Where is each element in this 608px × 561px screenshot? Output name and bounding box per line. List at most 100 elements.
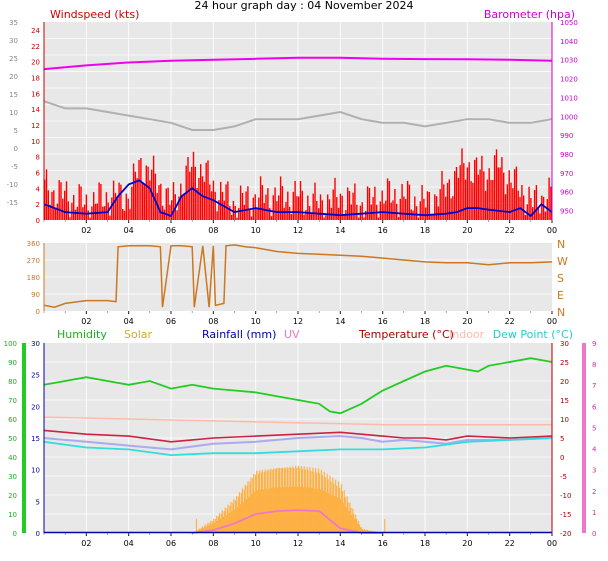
gust-bar: [116, 198, 118, 220]
solar-bar: [258, 470, 261, 533]
gust-bar: [74, 209, 77, 220]
solar-bar: [254, 491, 256, 533]
gust-bar: [285, 201, 287, 220]
gust-bar: [432, 214, 434, 220]
gust-bar: [263, 203, 265, 220]
x-tick-label: 08: [208, 317, 218, 326]
solar-bar: [358, 524, 361, 533]
gust-bar: [93, 192, 95, 220]
outer-tick-label: 25: [9, 55, 18, 63]
solar-bar: [232, 503, 234, 533]
solar-bar: [362, 530, 364, 533]
solar-bar: [219, 518, 222, 533]
gust-bar: [472, 182, 474, 220]
solar-bar: [354, 519, 356, 533]
temperature-line: [43, 429, 553, 443]
gust-bar: [247, 186, 249, 220]
gust-bar: [390, 202, 392, 220]
x-tick-label: 04: [124, 226, 134, 235]
solar-bar: [221, 510, 223, 533]
solar-tick-label: 30: [31, 340, 40, 348]
solar-bar: [296, 468, 298, 533]
gust-bar: [56, 203, 59, 220]
solar-bar: [321, 475, 323, 533]
uv-tick-label: 4: [592, 446, 597, 454]
windspeed-tick-label: 22: [31, 43, 40, 51]
gust-bar: [397, 217, 400, 220]
solar-bar: [214, 522, 216, 533]
gust-bar: [207, 160, 209, 220]
gust-bar: [521, 185, 523, 220]
gust-bar: [167, 187, 169, 220]
solar-bar: [310, 471, 312, 533]
solar-bar: [205, 526, 207, 533]
gust-bar: [312, 193, 314, 220]
gust-bar: [151, 169, 153, 220]
gust-bar: [109, 215, 111, 220]
uv-tick-label: 1: [592, 509, 596, 517]
gust-bar: [250, 216, 253, 220]
gust-bar: [83, 204, 86, 220]
gust-bar: [272, 195, 274, 220]
gust-bar: [501, 157, 503, 220]
solar-bar: [316, 472, 318, 533]
outer-tick-label: -5: [11, 163, 18, 171]
x-tick-label: 18: [420, 539, 430, 548]
solar-bar: [284, 467, 286, 533]
solar-bar: [265, 488, 267, 533]
gust-bar: [292, 191, 294, 220]
page-title: 24 hour graph day : 04 November 2024: [194, 0, 413, 12]
gust-bar: [504, 194, 507, 220]
solar-bar: [206, 524, 208, 533]
gust-bar: [503, 172, 505, 220]
gust-bar: [430, 214, 432, 220]
gust-bar: [365, 211, 367, 220]
solar-bar: [341, 491, 343, 533]
gust-bar: [276, 201, 278, 220]
solar-bar: [364, 529, 366, 533]
solar-bar: [335, 479, 337, 533]
gust-bar: [437, 206, 440, 220]
solar-bar: [343, 490, 345, 533]
humidity-tick-label: 50: [8, 435, 17, 443]
gust-bar: [425, 207, 427, 220]
gust-bar: [434, 194, 436, 220]
humidity-tick-label: 90: [8, 359, 17, 367]
gust-bar: [236, 217, 238, 220]
uv-tick-label: 2: [592, 488, 596, 496]
gust-bar: [180, 183, 182, 220]
wind-direction-line: [43, 244, 553, 308]
gust-bar: [417, 217, 420, 220]
gust-bar: [356, 204, 358, 220]
indoor-label: Indoor: [449, 328, 485, 341]
gust-bar: [372, 197, 374, 220]
gust-bar: [423, 198, 425, 220]
gust-bar: [58, 180, 60, 220]
barometer-tick-label: 1030: [560, 57, 578, 65]
solar-bar: [336, 485, 338, 533]
dew-point-line: [43, 437, 553, 457]
average-wind-line: [43, 179, 553, 218]
gust-bar: [396, 203, 398, 220]
gust-bar: [230, 214, 233, 220]
x-tick-label: 14: [335, 226, 345, 235]
barometer-tick-label: 1010: [560, 94, 578, 102]
solar-bar: [249, 482, 251, 533]
gust-bar: [85, 194, 88, 220]
gust-bar: [435, 196, 438, 220]
direction-tick-label: 180: [27, 274, 40, 282]
solar-bar: [353, 513, 355, 533]
gust-bar: [530, 198, 532, 220]
gust-bar: [336, 197, 338, 220]
gust-bar: [281, 186, 284, 220]
x-tick-label: 00: [547, 226, 557, 235]
gust-bar: [394, 189, 396, 220]
outer-tick-label: -15: [7, 199, 18, 207]
gust-bar: [129, 208, 131, 220]
gust-bar: [548, 177, 550, 220]
gust-bar: [123, 210, 126, 220]
solar-bar: [363, 529, 365, 533]
gust-bar: [528, 186, 530, 220]
gust-bar: [539, 213, 541, 220]
x-tick-label: 08: [208, 226, 218, 235]
